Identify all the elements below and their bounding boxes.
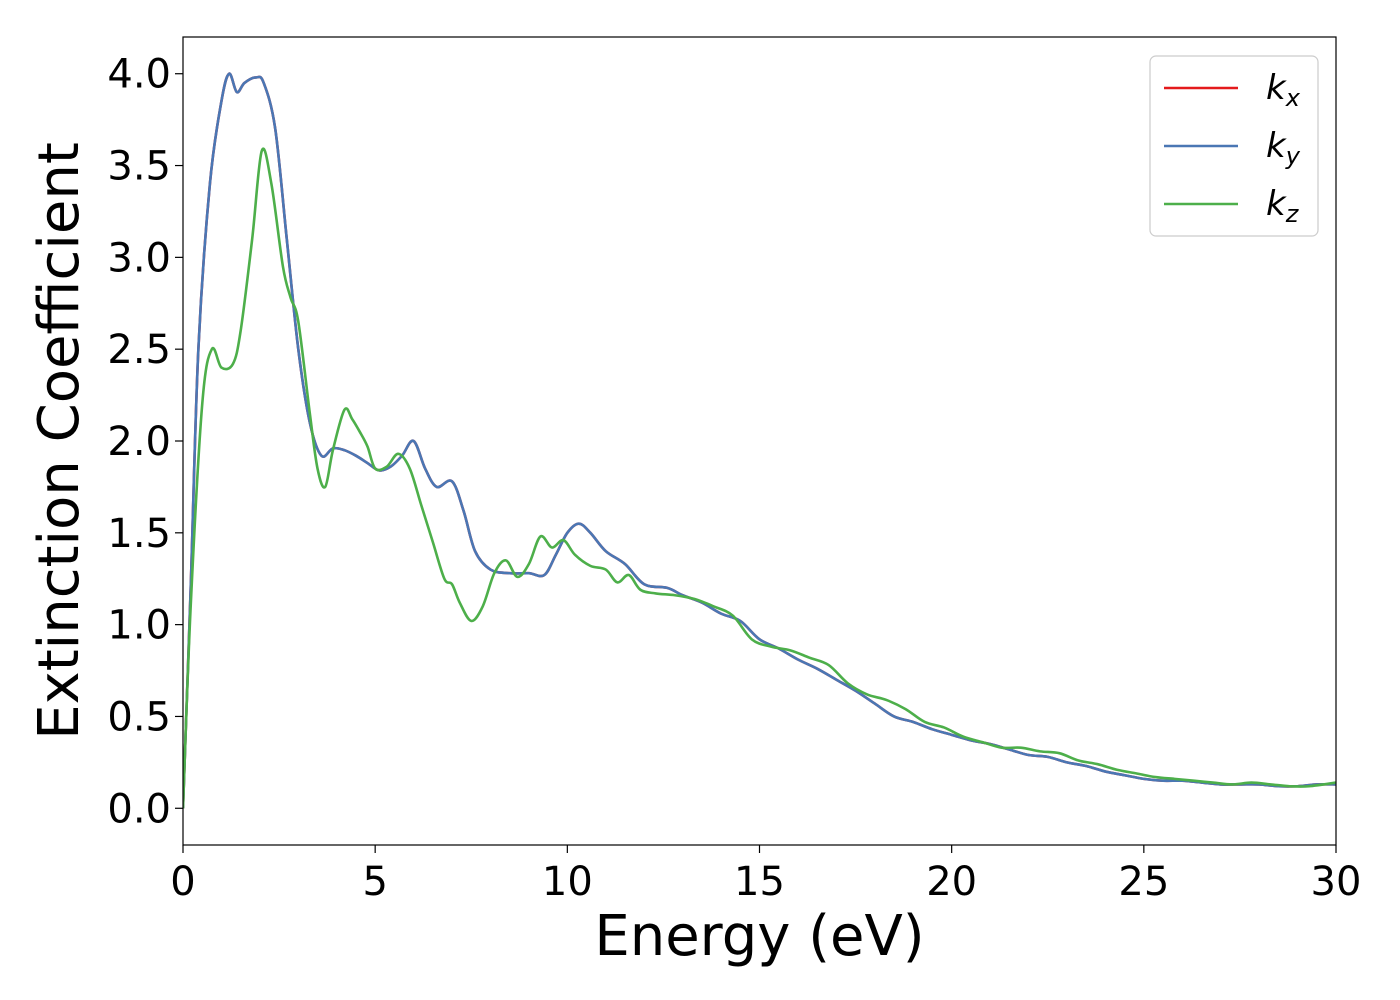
y-tick-label: 2.0 <box>107 419 171 465</box>
y-tick-label: 0.5 <box>107 694 171 740</box>
y-tick-label: 1.0 <box>107 603 171 649</box>
y-tick-label: 1.5 <box>107 511 171 557</box>
y-tick-label: 2.5 <box>107 327 171 373</box>
x-axis-title: Energy (eV) <box>594 904 924 969</box>
x-tick-label: 30 <box>1311 859 1362 905</box>
x-tick-label: 5 <box>362 859 387 905</box>
y-tick-label: 0.0 <box>107 786 171 832</box>
y-tick-label: 3.5 <box>107 144 171 190</box>
legend-label-ky: ky <box>1266 126 1301 170</box>
legend: kx ky kz <box>1149 55 1319 237</box>
x-axis-ticks: 0 5 10 15 20 25 30 <box>170 845 1361 905</box>
y-tick-label: 3.0 <box>107 235 171 281</box>
y-axis-ticks: 0.0 0.5 1.0 1.5 2.0 2.5 3.0 3.5 4.0 <box>107 52 183 832</box>
x-tick-label: 25 <box>1118 859 1169 905</box>
series-line-kz <box>183 147 1336 809</box>
plot-lines <box>183 72 1336 809</box>
x-tick-label: 10 <box>542 859 593 905</box>
x-tick-label: 0 <box>170 859 195 905</box>
series-line-ky <box>183 72 1336 809</box>
x-tick-label: 20 <box>926 859 977 905</box>
y-tick-label: 4.0 <box>107 52 171 98</box>
x-tick-label: 15 <box>734 859 785 905</box>
y-axis-title: Extinction Coefficient <box>27 142 92 740</box>
legend-label-kx: kx <box>1266 68 1301 112</box>
legend-label-kz: kz <box>1266 184 1300 228</box>
